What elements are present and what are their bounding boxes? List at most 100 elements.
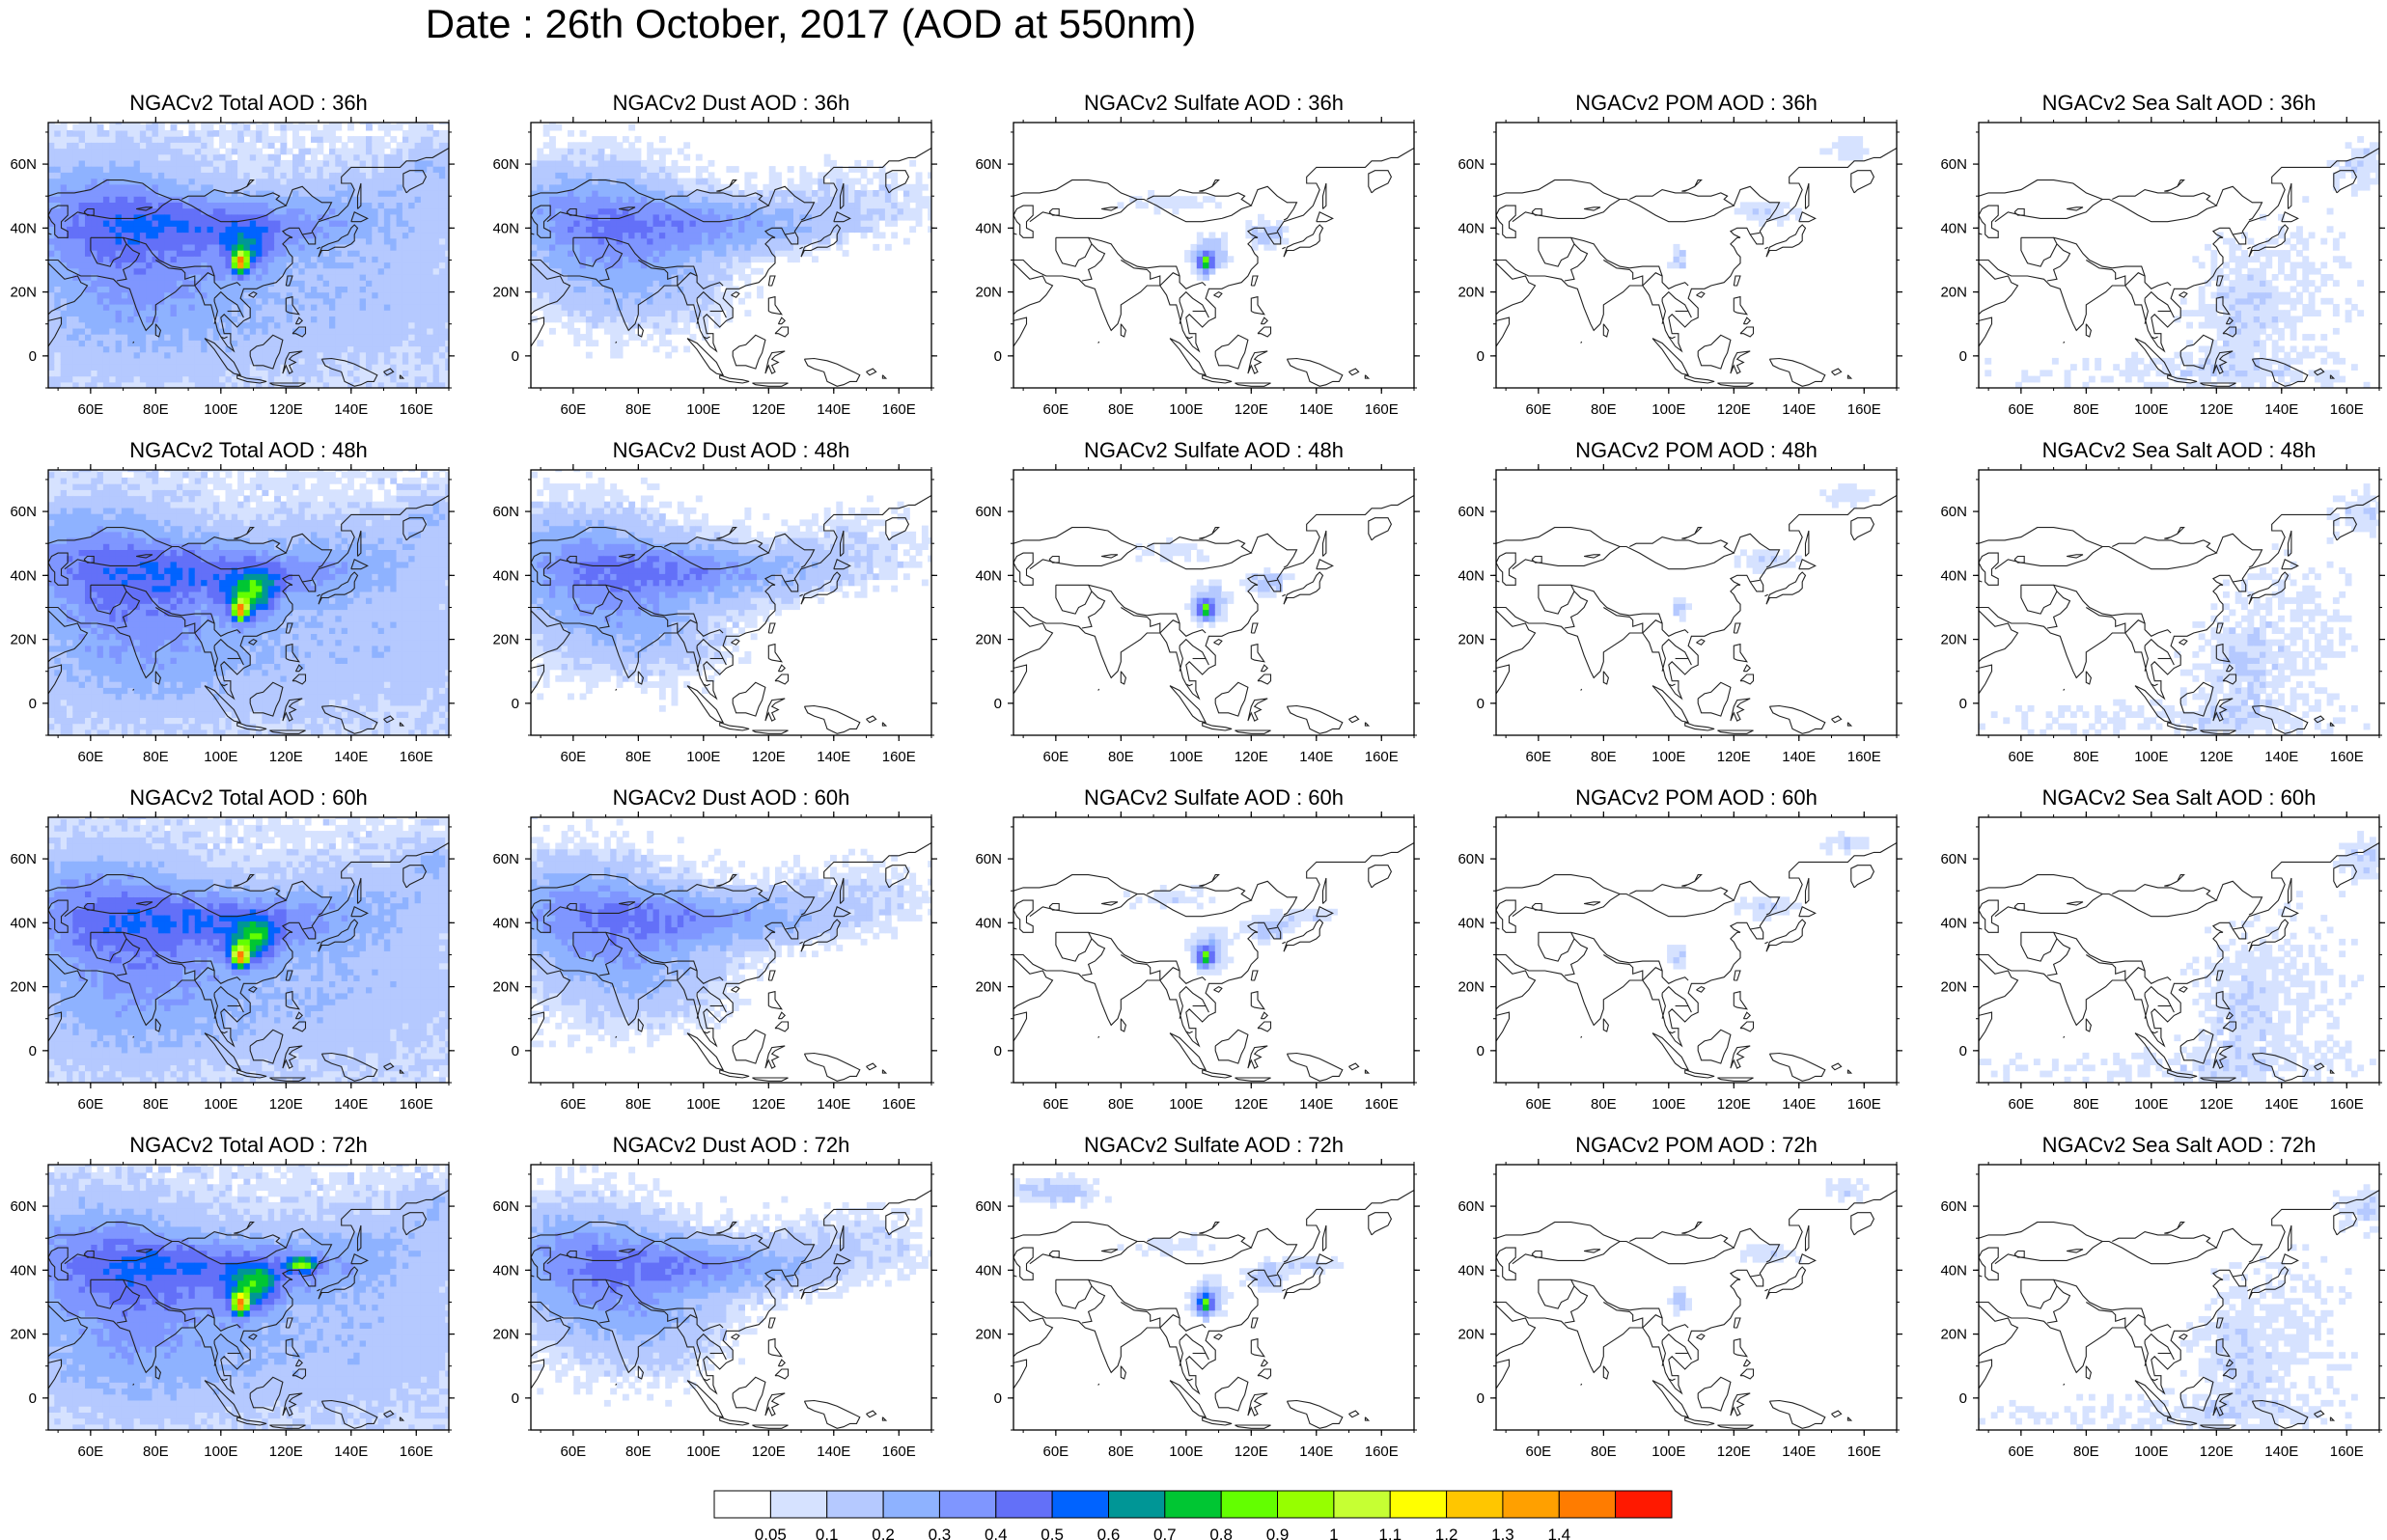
lat-tick-label: 40N [975, 1262, 1002, 1279]
lat-tick-label: 20N [975, 979, 1002, 996]
colorbar-label: 0.8 [1209, 1526, 1233, 1540]
lon-tick-label: 140E [2264, 1096, 2298, 1113]
map-panel-pom-48h: 60E 80E 100E 120E 140E 160E 60N 40N 20N 0 NGACv2 P… [1457, 438, 1902, 765]
panel-title: NGACv2 Dust AOD : 72h [613, 1133, 850, 1157]
lat-tick-label: 60N [1457, 1198, 1485, 1215]
lon-tick-label: 80E [1591, 1444, 1617, 1460]
lon-tick-label: 80E [1591, 401, 1617, 418]
lon-tick-label: 160E [1847, 1096, 1881, 1113]
lon-tick-label: 80E [143, 749, 169, 765]
lat-tick-label: 60N [1940, 504, 1967, 520]
lon-tick-label: 140E [817, 1444, 850, 1460]
lon-tick-label: 60E [2009, 1444, 2035, 1460]
lat-tick-label: 40N [1457, 220, 1485, 236]
map-background [1496, 1165, 1897, 1430]
lon-tick-label: 60E [78, 1096, 104, 1113]
lon-tick-label: 140E [1299, 749, 1333, 765]
lat-tick-label: 20N [1457, 1327, 1485, 1343]
colorbar-swatch [769, 1490, 828, 1519]
lat-tick-label: 0 [1959, 1390, 1967, 1407]
map-frame [1978, 469, 2380, 736]
panel-title: NGACv2 Sulfate AOD : 60h [1084, 785, 1344, 810]
lat-tick-label: 40N [492, 1262, 519, 1279]
coastlines [1013, 148, 1414, 387]
lat-tick-label: 40N [975, 567, 1002, 584]
map-panel-total-48h: 60E 80E 100E 120E 140E 160E 60N 40N 20N 0 NGACv2 T… [10, 438, 455, 765]
map-frame [47, 816, 450, 1084]
map-frame [1495, 1164, 1898, 1431]
colorbar-swatch [1164, 1490, 1222, 1519]
coastlines [1979, 842, 2379, 1082]
lon-tick-label: 80E [2073, 1096, 2099, 1113]
lat-tick-label: 60N [492, 504, 519, 520]
lat-tick-label: 60N [975, 851, 1002, 867]
lat-tick-label: 40N [1457, 915, 1485, 931]
coastlines [1979, 495, 2379, 734]
map-panel-pom-72h: 60E 80E 100E 120E 140E 160E 60N 40N 20N 0 NGACv2 P… [1457, 1133, 1902, 1460]
map-panel-dust-48h: 60E 80E 100E 120E 140E 160E 60N 40N 20N 0 NGACv2 D… [492, 438, 937, 765]
lon-tick-label: 80E [1108, 1444, 1134, 1460]
lon-tick-label: 120E [2200, 401, 2234, 418]
aod-field [48, 123, 449, 388]
lat-tick-label: 0 [994, 1043, 1002, 1059]
lon-tick-label: 160E [400, 1096, 433, 1113]
lat-tick-label: 60N [975, 504, 1002, 520]
panel-title: NGACv2 POM AOD : 36h [1575, 91, 1818, 115]
aod-field [1979, 831, 2379, 1083]
map-frame [530, 122, 932, 389]
lon-tick-label: 160E [1365, 749, 1399, 765]
lat-tick-label: 40N [1457, 567, 1485, 584]
coastlines [1013, 1190, 1414, 1429]
lat-tick-label: 40N [1940, 567, 1967, 584]
lon-tick-label: 140E [2264, 1444, 2298, 1460]
lat-tick-label: 60N [1457, 851, 1485, 867]
lon-tick-label: 160E [882, 1444, 916, 1460]
lon-tick-label: 60E [1526, 1444, 1552, 1460]
colorbar-label: 0.1 [816, 1526, 839, 1540]
lat-tick-label: 20N [975, 1327, 1002, 1343]
lon-tick-label: 120E [2200, 1444, 2234, 1460]
lon-tick-label: 80E [143, 1444, 169, 1460]
aod-field [1013, 1171, 1345, 1323]
lat-tick-label: 40N [10, 220, 37, 236]
lon-tick-label: 80E [625, 749, 652, 765]
map-frame [1978, 122, 2380, 389]
panel-title: NGACv2 POM AOD : 60h [1575, 785, 1818, 810]
colorbar-swatch [1558, 1490, 1617, 1519]
map-panel-total-72h: 60E 80E 100E 120E 140E 160E 60N 40N 20N 0 NGACv2 T… [10, 1133, 455, 1460]
lon-tick-label: 160E [882, 401, 916, 418]
lon-tick-label: 140E [334, 1096, 368, 1113]
lon-tick-label: 160E [882, 749, 916, 765]
colorbar-swatch [713, 1490, 771, 1519]
panel-title: NGACv2 Sea Salt AOD : 72h [2042, 1133, 2317, 1157]
panel-title: NGACv2 Dust AOD : 36h [613, 91, 850, 115]
lon-tick-label: 80E [1108, 749, 1134, 765]
colorbar-swatch [995, 1490, 1053, 1519]
map-frame [1978, 1164, 2380, 1431]
lat-tick-label: 60N [1457, 156, 1485, 173]
map-panel-sulfate-60h: 60E 80E 100E 120E 140E 160E 60N 40N 20N 0 NGACv2 S… [975, 785, 1420, 1113]
map-panel-total-36h: 60E 80E 100E 120E 140E 160E 60N 40N 20N 0 NGACv2 T… [10, 91, 455, 418]
lon-tick-label: 60E [78, 1444, 104, 1460]
panel-title: NGACv2 Total AOD : 72h [129, 1133, 368, 1157]
colorbar-swatch [1220, 1490, 1279, 1519]
lat-tick-label: 20N [10, 285, 37, 301]
lon-tick-label: 100E [2134, 1096, 2168, 1113]
lat-tick-label: 20N [1457, 979, 1485, 996]
map-panel-dust-60h: 60E 80E 100E 120E 140E 160E 60N 40N 20N 0 NGACv2 D… [492, 785, 937, 1113]
lat-tick-label: 60N [10, 504, 37, 520]
lon-tick-label: 80E [2073, 401, 2099, 418]
lon-tick-label: 100E [204, 401, 237, 418]
lon-tick-label: 140E [1299, 1444, 1333, 1460]
panel-title: NGACv2 Sea Salt AOD : 48h [2042, 438, 2317, 462]
lon-tick-label: 120E [269, 1096, 303, 1113]
panel-title: NGACv2 Sulfate AOD : 72h [1084, 1133, 1344, 1157]
lon-tick-label: 60E [1526, 749, 1552, 765]
lon-tick-label: 120E [269, 401, 303, 418]
lon-tick-label: 60E [1043, 1096, 1069, 1113]
aod-field [1985, 136, 2379, 388]
map-frame [1013, 469, 1415, 736]
colorbar-label: 0.05 [755, 1526, 787, 1540]
lat-tick-label: 60N [1457, 504, 1485, 520]
panel-title: NGACv2 Sulfate AOD : 48h [1084, 438, 1344, 462]
